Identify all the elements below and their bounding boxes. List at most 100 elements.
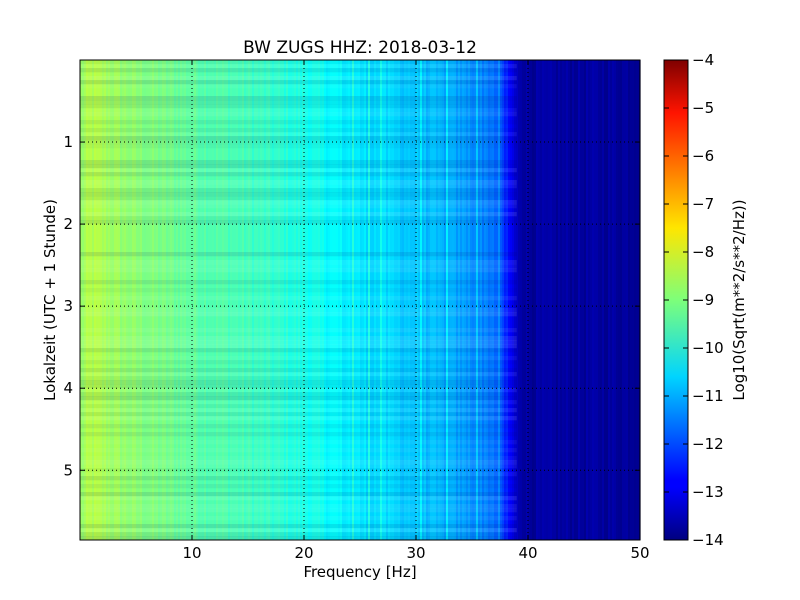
colorbar-tick-label: −11 [692,387,724,405]
heatmap-row-streak [80,372,517,377]
heatmap-row-streak [80,60,517,65]
heatmap-row-streak [80,424,517,429]
colorbar-tick-label: −14 [692,531,724,549]
heatmap-column [510,60,513,540]
heatmap-column [154,60,157,540]
heatmap-row-streak [80,448,517,453]
heatmap-column [258,60,261,540]
heatmap-column [440,60,443,540]
y-tick-label: 4 [63,379,73,397]
heatmap-column [122,60,125,540]
heatmap-column [110,60,113,540]
heatmap-column [370,60,373,540]
heatmap-column [562,60,565,540]
heatmap-column [330,60,333,540]
heatmap-column [442,60,445,540]
heatmap-row-streak [80,104,517,109]
heatmap-column [540,60,543,540]
heatmap-column [444,60,447,540]
colorbar-tick-label: −9 [692,291,714,309]
heatmap-row-streak [80,536,517,541]
colorbar-tick-label: −4 [692,51,714,69]
heatmap-column [406,60,409,540]
heatmap-row-streak [80,504,517,509]
heatmap-column [124,60,127,540]
heatmap-column [618,60,621,540]
heatmap-column [130,60,133,540]
x-tick-label: 50 [630,544,649,562]
heatmap-row-streak [80,516,517,521]
heatmap-column [418,60,421,540]
heatmap-column [182,60,185,540]
heatmap-column [238,60,241,540]
heatmap-row-streak [80,80,517,85]
heatmap-column [288,60,291,540]
heatmap-column [210,60,213,540]
heatmap-column [426,60,429,540]
heatmap-column [82,60,85,540]
heatmap-column [138,60,141,540]
heatmap-column [104,60,107,540]
heatmap-column [478,60,481,540]
heatmap-column [116,60,119,540]
heatmap-column [114,60,117,540]
heatmap-column [528,60,531,540]
heatmap-column [248,60,251,540]
heatmap-column [424,60,427,540]
heatmap-column [134,60,137,540]
heatmap-row-streak [80,132,517,137]
colorbar-tick-label: −6 [692,147,714,165]
heatmap-column [336,60,339,540]
heatmap-column [186,60,189,540]
heatmap-column [470,60,473,540]
heatmap-column [430,60,433,540]
y-axis-label: Lokalzeit (UTC + 1 Stunde) [41,199,59,401]
heatmap-column [356,60,359,540]
heatmap-column [490,60,493,540]
heatmap-column [344,60,347,540]
heatmap-column [146,60,149,540]
heatmap-column [368,60,371,540]
heatmap-column [516,60,519,540]
heatmap-column [400,60,403,540]
heatmap-column [170,60,173,540]
heatmap-row-streak [80,368,517,373]
heatmap-column [152,60,155,540]
heatmap-row-streak [80,528,517,533]
heatmap-column [190,60,193,540]
heatmap-row-streak [80,356,517,361]
heatmap-column [230,60,233,540]
heatmap-column [250,60,253,540]
heatmap-column [432,60,435,540]
heatmap-column [614,60,617,540]
heatmap-column [402,60,405,540]
heatmap-column [576,60,579,540]
heatmap-row-streak [80,196,517,201]
heatmap-column [212,60,215,540]
heatmap-column [262,60,265,540]
heatmap-column [502,60,505,540]
heatmap-column [628,60,631,540]
heatmap-column [172,60,175,540]
heatmap-column [436,60,439,540]
heatmap-row-streaks [80,60,517,541]
heatmap-column [142,60,145,540]
heatmap-column [620,60,623,540]
heatmap-column [98,60,101,540]
heatmap-row-streak [80,408,517,413]
x-tick-label: 20 [294,544,313,562]
heatmap-column [434,60,437,540]
heatmap-column [234,60,237,540]
plot-frame [79,59,641,541]
grid-lines [80,60,640,540]
heatmap-column [274,60,277,540]
heatmap-row-streak [80,484,517,489]
heatmap-column [120,60,123,540]
heatmap-row-streak [80,492,517,497]
heatmap-row-streak [80,360,517,365]
heatmap-column [480,60,483,540]
heatmap-column [476,60,479,540]
heatmap-column [180,60,183,540]
heatmap-column [554,60,557,540]
heatmap-row-streak [80,288,517,293]
